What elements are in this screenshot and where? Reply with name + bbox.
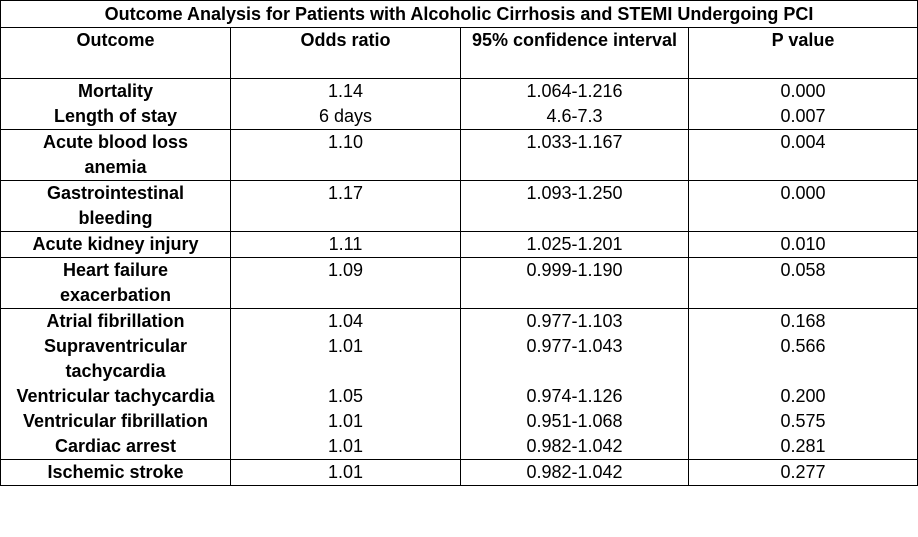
- value-cell: 0.200: [687, 384, 918, 409]
- table-row: Length of stay 6 days 4.6-7.3 0.007: [0, 104, 918, 130]
- header-cell: 95% confidence interval: [460, 27, 689, 79]
- outcome-table: Outcome Analysis for Patients with Alcoh…: [0, 0, 918, 486]
- outcome-cell: Acute blood loss anemia: [0, 129, 231, 181]
- value-cell: 0.982-1.042: [460, 459, 689, 486]
- value-cell: 1.05: [230, 384, 461, 409]
- table-body: Outcome Analysis for Patients with Alcoh…: [0, 0, 918, 486]
- outcome-cell: Atrial fibrillation: [0, 308, 231, 334]
- value-cell: 0.951-1.068: [460, 409, 689, 434]
- value-cell: 1.025-1.201: [460, 231, 689, 258]
- outcome-cell: Acute kidney injury: [0, 231, 231, 258]
- table-row: Acute blood loss anemia 1.10 1.033-1.167 0.…: [0, 129, 918, 181]
- value-cell: 1.01: [230, 409, 461, 434]
- value-cell: 0.007: [687, 104, 918, 130]
- value-cell: 0.168: [687, 308, 918, 334]
- value-cell: 1.17: [230, 180, 461, 232]
- value-cell: 1.093-1.250: [460, 180, 689, 232]
- value-cell: 1.01: [230, 459, 461, 486]
- table-row: Ischemic stroke 1.01 0.982-1.042 0.277: [0, 459, 918, 486]
- table-row: Mortality 1.14 1.064-1.216 0.000: [0, 78, 918, 104]
- table-row: Gastrointestinal bleeding 1.17 1.093-1.250…: [0, 180, 918, 232]
- header-cell: Outcome: [0, 27, 231, 79]
- outcome-cell: Mortality: [0, 78, 231, 104]
- value-cell: 1.11: [230, 231, 461, 258]
- outcome-cell: Ventricular fibrillation: [0, 409, 231, 434]
- value-cell: 4.6-7.3: [460, 104, 689, 130]
- value-cell: 6 days: [230, 104, 461, 130]
- header-cell: Odds ratio: [230, 27, 461, 79]
- table-title: Outcome Analysis for Patients with Alcoh…: [0, 0, 918, 28]
- outcome-cell: Supraventricular tachycardia: [0, 334, 231, 384]
- table-row: Heart failure exacerbation 1.09 0.999-1.19…: [0, 257, 918, 309]
- table-row: Cardiac arrest 1.01 0.982-1.042 0.281: [0, 434, 918, 460]
- value-cell: 1.10: [230, 129, 461, 181]
- header-cell: P value: [687, 27, 918, 79]
- value-cell: 0.000: [687, 78, 918, 104]
- outcome-cell: Heart failure exacerbation: [0, 257, 231, 309]
- value-cell: 0.281: [687, 434, 918, 460]
- value-cell: 0.010: [687, 231, 918, 258]
- outcome-cell: Ischemic stroke: [0, 459, 231, 486]
- value-cell: 0.004: [687, 129, 918, 181]
- outcome-cell: Cardiac arrest: [0, 434, 231, 460]
- outcome-cell: Gastrointestinal bleeding: [0, 180, 231, 232]
- value-cell: 1.01: [230, 434, 461, 460]
- value-cell: 1.033-1.167: [460, 129, 689, 181]
- table-row: Ventricular tachycardia 1.05 0.974-1.126 0.…: [0, 384, 918, 409]
- value-cell: 0.000: [687, 180, 918, 232]
- value-cell: 0.999-1.190: [460, 257, 689, 309]
- outcome-cell: Ventricular tachycardia: [0, 384, 231, 409]
- value-cell: 0.982-1.042: [460, 434, 689, 460]
- title-row: Outcome Analysis for Patients with Alcoh…: [0, 0, 918, 28]
- value-cell: 1.04: [230, 308, 461, 334]
- value-cell: 0.974-1.126: [460, 384, 689, 409]
- header-row: Outcome Odds ratio 95% confidence interval…: [0, 27, 918, 79]
- value-cell: 0.058: [687, 257, 918, 309]
- outcome-cell: Length of stay: [0, 104, 231, 130]
- table-row: Ventricular fibrillation 1.01 0.951-1.068 0…: [0, 409, 918, 434]
- table-row: Acute kidney injury 1.11 1.025-1.201 0.010: [0, 231, 918, 258]
- value-cell: 1.01: [230, 334, 461, 384]
- value-cell: 0.977-1.043: [460, 334, 689, 384]
- value-cell: 1.14: [230, 78, 461, 104]
- value-cell: 0.277: [687, 459, 918, 486]
- table-row: Supraventricular tachycardia 1.01 0.977-1.…: [0, 334, 918, 384]
- value-cell: 0.566: [687, 334, 918, 384]
- table-row: Atrial fibrillation 1.04 0.977-1.103 0.168: [0, 308, 918, 334]
- value-cell: 1.09: [230, 257, 461, 309]
- value-cell: 0.977-1.103: [460, 308, 689, 334]
- value-cell: 0.575: [687, 409, 918, 434]
- value-cell: 1.064-1.216: [460, 78, 689, 104]
